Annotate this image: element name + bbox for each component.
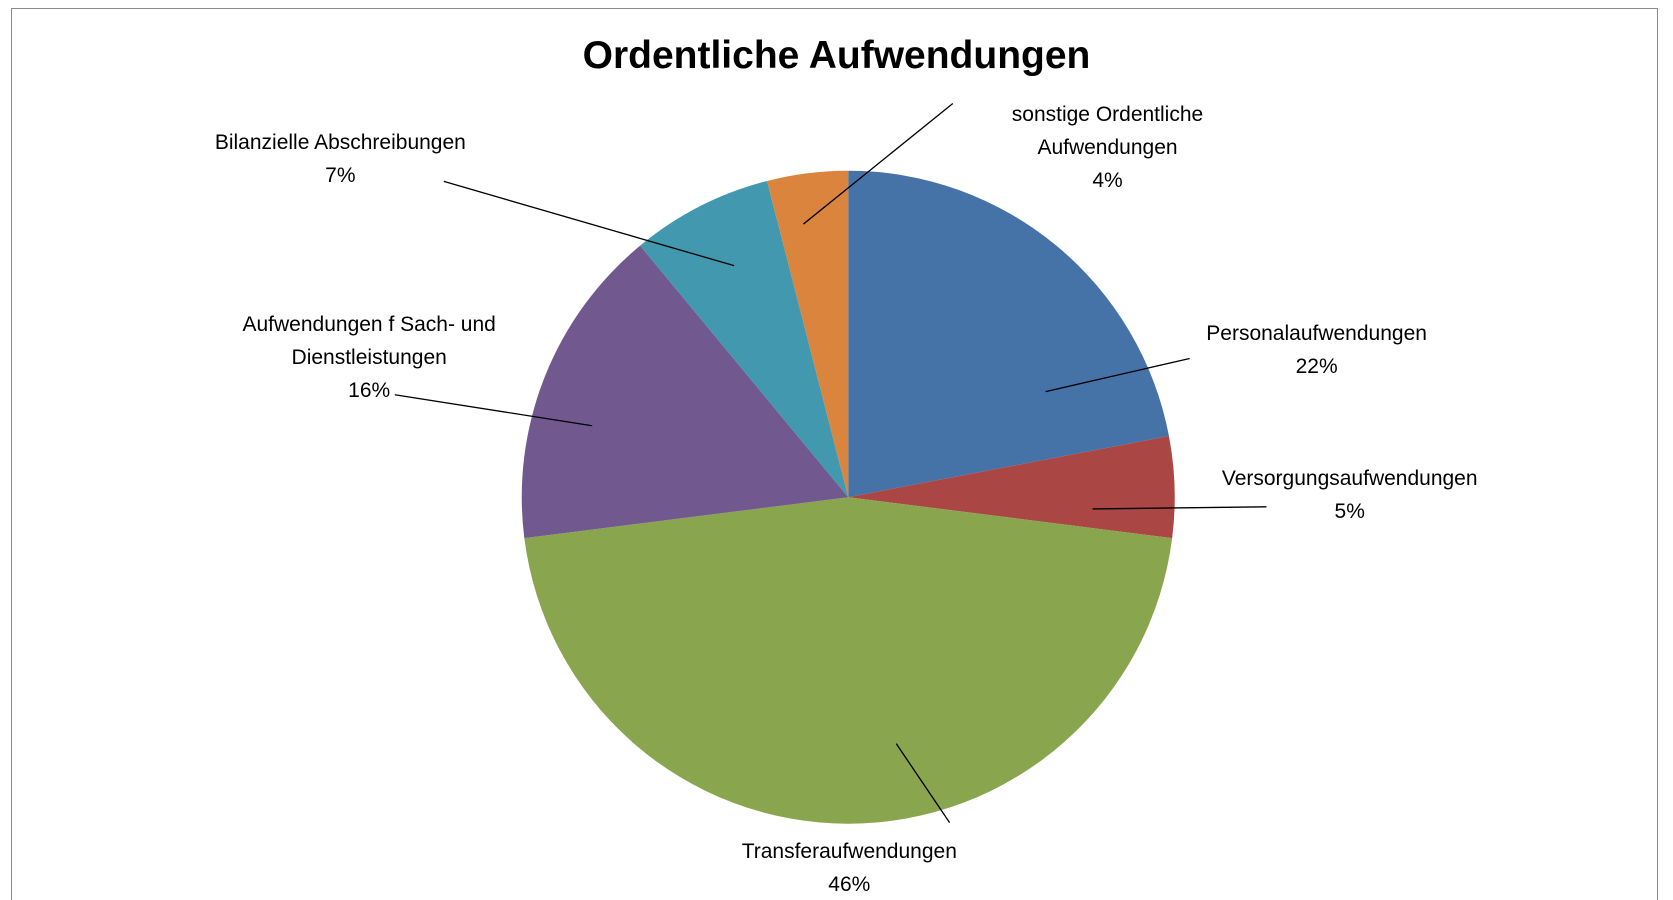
leader-line (394, 394, 593, 427)
category-label: Bilanzielle Abschreibungen (214, 130, 466, 154)
pie-slice (767, 170, 849, 498)
data-label: Personalaufwendungen 22% (1157, 317, 1477, 383)
data-label: Aufwendungen f Sach- und Dienstleistunge… (209, 308, 529, 407)
leader-line (1045, 357, 1190, 393)
data-label: sonstige Ordentliche Aufwendungen 4% (979, 98, 1235, 197)
category-label: Transferaufwendungen (741, 840, 957, 864)
category-label: Personalaufwendungen (1206, 321, 1427, 345)
pie-slice (848, 436, 1175, 539)
category-label: Aufwendungen f Sach- und Dienstleistunge… (242, 313, 496, 370)
leader-line (895, 743, 951, 823)
data-label: Transferaufwendungen 46% (689, 835, 1009, 900)
chart-title: Ordentliche Aufwendungen (582, 34, 1091, 77)
leader-line (803, 102, 954, 225)
data-label: Versorgungsaufwendungen 5% (1179, 462, 1520, 528)
value-label: 4% (1092, 169, 1123, 193)
leader-line (443, 180, 735, 267)
pie-slice (524, 497, 1173, 824)
pie-slice (640, 180, 849, 498)
category-label: Versorgungsaufwendungen (1221, 466, 1478, 490)
value-label: 22% (1295, 354, 1338, 378)
value-label: 16% (348, 379, 391, 403)
leader-line (1092, 506, 1267, 510)
value-label: 5% (1334, 499, 1365, 523)
chart-frame (11, 8, 1658, 900)
pie-slice (848, 170, 1169, 498)
category-label: sonstige Ordentliche Aufwendungen (1011, 103, 1204, 160)
data-label: Bilanzielle Abschreibungen 7% (170, 126, 511, 192)
value-label: 7% (325, 163, 356, 187)
value-label: 46% (828, 873, 871, 897)
pie-slice (521, 245, 849, 539)
